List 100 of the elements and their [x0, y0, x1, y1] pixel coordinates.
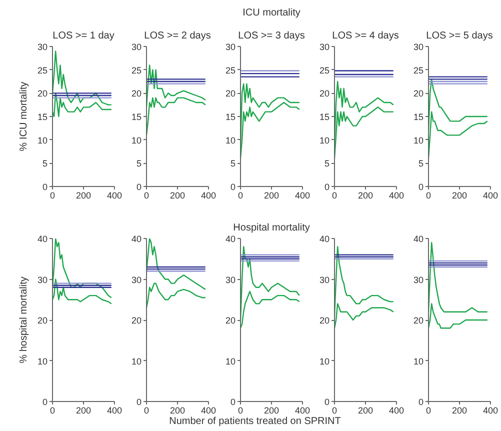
y-tick-label: 40: [413, 234, 424, 244]
x-tick-label: 200: [264, 406, 280, 416]
x-tick-label: 400: [200, 190, 216, 200]
x-axis-title: Number of patients treated on SPRINT: [169, 415, 341, 429]
y-tick-label: 10: [319, 356, 330, 366]
x-tick-label: 400: [200, 406, 216, 416]
chart-title: LOS >= 2 days: [144, 30, 211, 42]
y-axis-title: % ICU mortality: [18, 82, 30, 152]
y-tick-label: 10: [413, 356, 424, 366]
chart-title: ICU mortality: [242, 8, 300, 18]
y-tick-label: 20: [319, 316, 330, 326]
y-tick-label: 40: [319, 234, 330, 244]
x-tick-label: 0: [332, 190, 338, 200]
y-tick-label: 15: [225, 112, 236, 122]
y-tick-label: 10: [131, 135, 142, 146]
x-tick-label: 0: [426, 190, 432, 200]
x-tick-label: 200: [358, 406, 374, 416]
chart-title: LOS >= 4 days: [332, 30, 399, 42]
y-tick-label: 30: [413, 42, 424, 52]
y-tick-label: 20: [37, 88, 48, 99]
y-tick-label: 25: [225, 65, 236, 76]
y-tick-label: 25: [131, 65, 142, 76]
y-tick-label: 10: [225, 356, 236, 366]
y-tick-label: 20: [225, 88, 236, 99]
y-tick-label: 30: [37, 274, 48, 285]
x-tick-label: 200: [452, 406, 468, 416]
x-tick-label: 0: [238, 406, 244, 416]
y-tick-label: 0: [42, 397, 48, 407]
y-tick-label: 10: [225, 135, 236, 146]
x-tick-label: 200: [170, 190, 186, 200]
x-tick-label: 200: [170, 406, 186, 416]
y-tick-label: 30: [413, 274, 424, 285]
y-tick-label: 15: [37, 112, 48, 122]
y-tick-label: 10: [319, 135, 330, 146]
y-tick-label: 30: [319, 274, 330, 285]
y-tick-label: 5: [324, 158, 330, 169]
x-tick-label: 0: [332, 406, 338, 416]
chart-title: LOS >= 1 day: [52, 30, 114, 42]
y-tick-label: 30: [225, 42, 236, 52]
y-tick-label: 30: [319, 42, 330, 52]
y-tick-label: 10: [37, 356, 48, 366]
y-tick-label: 0: [324, 182, 330, 192]
x-tick-label: 400: [388, 406, 404, 416]
x-tick-label: 200: [76, 406, 92, 416]
y-tick-label: 5: [230, 158, 236, 169]
x-tick-label: 200: [358, 190, 374, 200]
x-tick-label: 400: [294, 406, 310, 416]
y-tick-label: 0: [324, 397, 330, 407]
y-tick-label: 40: [37, 234, 48, 244]
y-tick-label: 15: [319, 112, 330, 122]
x-tick-label: 0: [50, 190, 56, 200]
y-tick-label: 30: [37, 42, 48, 52]
y-tick-label: 5: [42, 158, 48, 169]
y-tick-label: 30: [131, 274, 142, 285]
y-tick-label: 20: [131, 316, 142, 326]
y-tick-label: 40: [225, 234, 236, 244]
y-tick-label: 40: [131, 234, 142, 244]
y-tick-label: 25: [319, 65, 330, 76]
x-tick-label: 400: [388, 190, 404, 200]
y-tick-label: 20: [413, 88, 424, 99]
x-tick-label: 0: [144, 406, 150, 416]
y-tick-label: 0: [418, 182, 424, 192]
y-tick-label: 20: [413, 316, 424, 326]
y-tick-label: 5: [136, 158, 142, 169]
chart-title: LOS >= 5 days: [426, 30, 493, 42]
x-tick-label: 400: [106, 406, 122, 416]
x-tick-label: 0: [50, 406, 56, 416]
x-tick-label: 200: [452, 190, 468, 200]
x-tick-label: 400: [106, 190, 122, 200]
y-tick-label: 10: [131, 356, 142, 366]
y-tick-label: 20: [319, 88, 330, 99]
y-tick-label: 10: [413, 135, 424, 146]
x-tick-label: 0: [144, 190, 150, 200]
y-tick-label: 0: [418, 397, 424, 407]
y-tick-label: 0: [136, 397, 142, 407]
chart-subtitle: LOS >= 3 days: [238, 30, 305, 42]
y-tick-label: 5: [418, 158, 424, 169]
y-tick-label: 15: [131, 112, 142, 122]
y-tick-label: 10: [37, 135, 48, 146]
y-tick-label: 0: [230, 397, 236, 407]
y-axis-title: % hospital mortality: [18, 276, 30, 364]
y-tick-label: 20: [37, 316, 48, 326]
x-tick-label: 400: [482, 190, 498, 200]
y-tick-label: 25: [37, 65, 48, 76]
x-tick-label: 400: [294, 190, 310, 200]
y-tick-label: 0: [42, 182, 48, 192]
y-tick-label: 15: [413, 112, 424, 122]
x-tick-label: 400: [482, 406, 498, 416]
x-tick-label: 200: [264, 190, 280, 200]
y-tick-label: 0: [136, 182, 142, 192]
y-tick-label: 30: [131, 42, 142, 52]
y-tick-label: 20: [225, 316, 236, 326]
x-tick-label: 0: [238, 190, 244, 200]
x-tick-label: 200: [76, 190, 92, 200]
y-tick-label: 0: [230, 182, 236, 192]
y-tick-label: 30: [225, 274, 236, 285]
x-tick-label: 0: [426, 406, 432, 416]
chart-title: Hospital mortality: [233, 222, 310, 234]
y-tick-label: 20: [131, 88, 142, 99]
y-tick-label: 25: [413, 65, 424, 76]
